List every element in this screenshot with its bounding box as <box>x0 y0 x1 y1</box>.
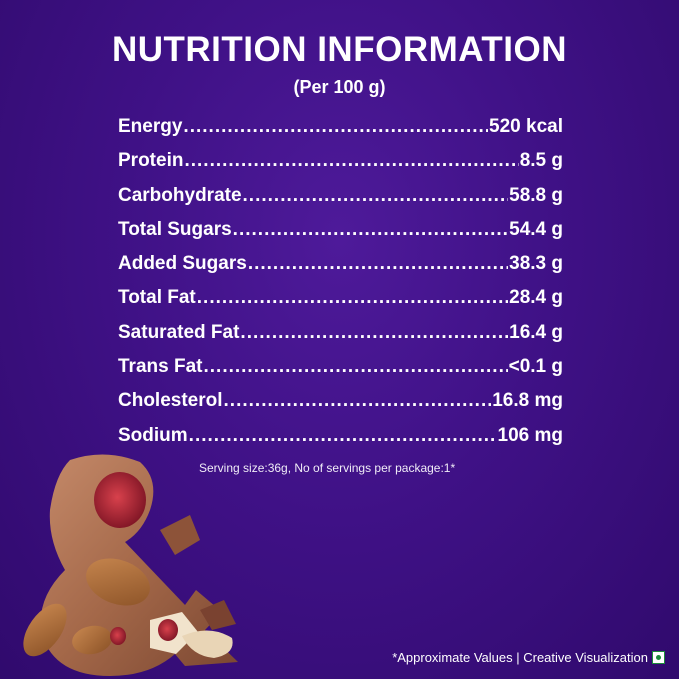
nutrition-row: Cholesterol 16.8 mg <box>118 390 563 424</box>
nutrition-row: Energy 520 kcal <box>118 116 563 150</box>
almond-icon <box>72 625 112 655</box>
nutrient-value: 106 mg <box>497 424 563 446</box>
leader-dots <box>248 253 508 275</box>
nutrition-row: Carbohydrate 58.8 g <box>118 185 563 219</box>
nutrient-label: Energy <box>118 116 183 137</box>
nutrition-row: Saturated Fat 16.4 g <box>118 322 563 356</box>
nutrition-row: Total Fat 28.4 g <box>118 287 563 321</box>
nutrient-value: 520 kcal <box>489 116 563 137</box>
chocolate-piece-icon <box>200 600 236 630</box>
nutrition-row: Total Sugars 54.4 g <box>118 219 563 253</box>
cranberry-icon <box>110 627 126 645</box>
nutrient-label: Total Fat <box>118 287 196 309</box>
page-title: NUTRITION INFORMATION <box>111 30 568 69</box>
chocolate-ampersand-illustration <box>23 454 238 676</box>
serving-size-note: Serving size:36g, No of servings per pac… <box>199 461 456 475</box>
leader-dots <box>240 322 508 344</box>
leader-dots <box>184 150 518 172</box>
nutrient-value: 54.4 g <box>509 218 563 240</box>
nutrient-value: 38.3 g <box>509 253 563 275</box>
nutrient-value: 58.8 g <box>509 184 563 206</box>
leader-dots <box>197 287 508 309</box>
ampersand-edge <box>160 515 200 555</box>
nutrient-value: <0.1 g <box>508 356 563 378</box>
nutrient-label: Carbohydrate <box>118 184 242 206</box>
leader-dots <box>243 185 509 207</box>
cranberry-icon <box>158 619 178 641</box>
page-subtitle: (Per 100 g) <box>293 77 386 97</box>
nutrient-label: Total Sugars <box>118 218 232 240</box>
leader-dots <box>233 219 508 241</box>
nutrient-label: Cholesterol <box>118 390 223 412</box>
nutrient-label: Trans Fat <box>118 356 203 378</box>
nutrient-value: 16.8 mg <box>492 390 563 412</box>
nutrient-value: 16.4 g <box>509 321 563 343</box>
footer-disclaimer: *Approximate Values | Creative Visualiza… <box>392 650 665 665</box>
vegetarian-mark-icon <box>652 651 665 664</box>
nutrition-row: Added Sugars 38.3 g <box>118 253 563 287</box>
nutrition-table: Energy 520 kcal Protein 8.5 g Carbohydra… <box>118 116 563 459</box>
nutrient-value: 8.5 g <box>519 150 563 172</box>
disclaimer-text: *Approximate Values | Creative Visualiza… <box>392 650 648 665</box>
nut-chunk-icon <box>182 630 233 658</box>
cranberry-icon <box>94 472 146 528</box>
nutrition-row: Trans Fat <0.1 g <box>118 356 563 390</box>
nutrient-label: Sodium <box>118 424 188 446</box>
leader-dots <box>183 116 488 138</box>
almond-icon <box>23 603 67 657</box>
nutrient-label: Added Sugars <box>118 253 247 275</box>
leader-dots <box>224 390 492 412</box>
nutrition-row: Protein 8.5 g <box>118 150 563 184</box>
nutrition-row: Sodium 106 mg <box>118 425 563 459</box>
leader-dots <box>203 356 507 378</box>
nutrient-label: Saturated Fat <box>118 321 240 343</box>
almond-icon <box>86 558 150 606</box>
nutrient-value: 28.4 g <box>509 287 563 309</box>
nutrient-label: Protein <box>118 150 184 172</box>
